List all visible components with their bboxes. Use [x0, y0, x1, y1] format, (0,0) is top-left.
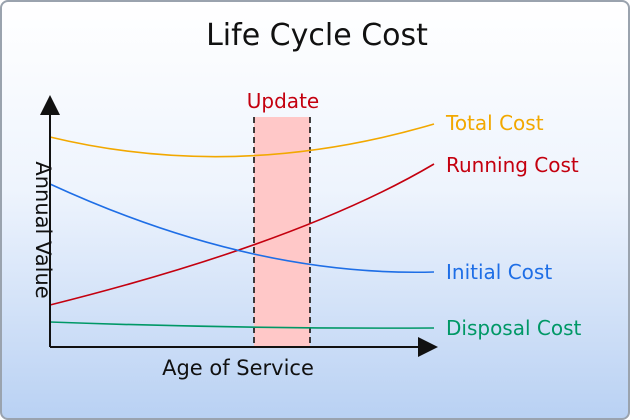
- y-axis-label: Annual Value: [31, 161, 55, 298]
- update-label: Update: [247, 89, 319, 113]
- disposal-cost-label: Disposal Cost: [446, 316, 582, 340]
- total-cost-label: Total Cost: [445, 111, 544, 135]
- initial-cost-label: Initial Cost: [446, 260, 552, 284]
- running-cost-label: Running Cost: [446, 153, 579, 177]
- initial-cost-curve: [49, 183, 435, 274]
- x-axis-label: Age of Service: [162, 356, 314, 380]
- diagram-title: Life Cycle Cost: [206, 18, 428, 53]
- disposal-cost-curve: [49, 321, 435, 329]
- total-cost-curve: [49, 123, 435, 158]
- running-cost-curve: [49, 163, 435, 306]
